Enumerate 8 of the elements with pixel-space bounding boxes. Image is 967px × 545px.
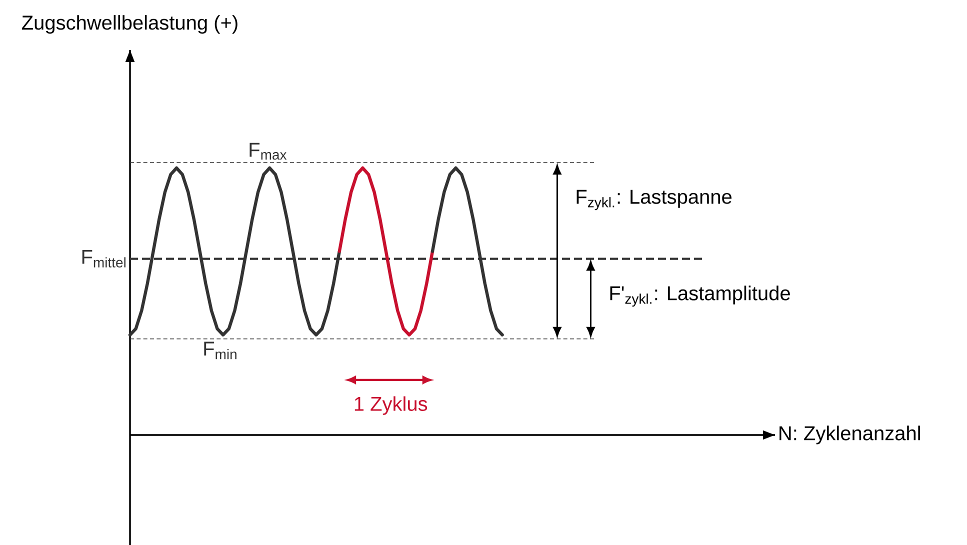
text: N: Zyklenanzahl — [780, 426, 920, 444]
text: F$_{zykl.}$: Lastspanne — [576, 190, 732, 210]
annotation: 1 Zyklus — [354, 396, 428, 415]
ref-line-label: F$_{mittel}$ — [82, 250, 126, 268]
text: Zugschwellbelastung (+) — [22, 15, 238, 34]
text: F'$_{zykl.}$: Lastamplitude — [610, 286, 790, 307]
ref-line-label: F$_{max}$ — [250, 142, 287, 160]
ref-line-label: F$_{min}$ — [204, 342, 236, 360]
